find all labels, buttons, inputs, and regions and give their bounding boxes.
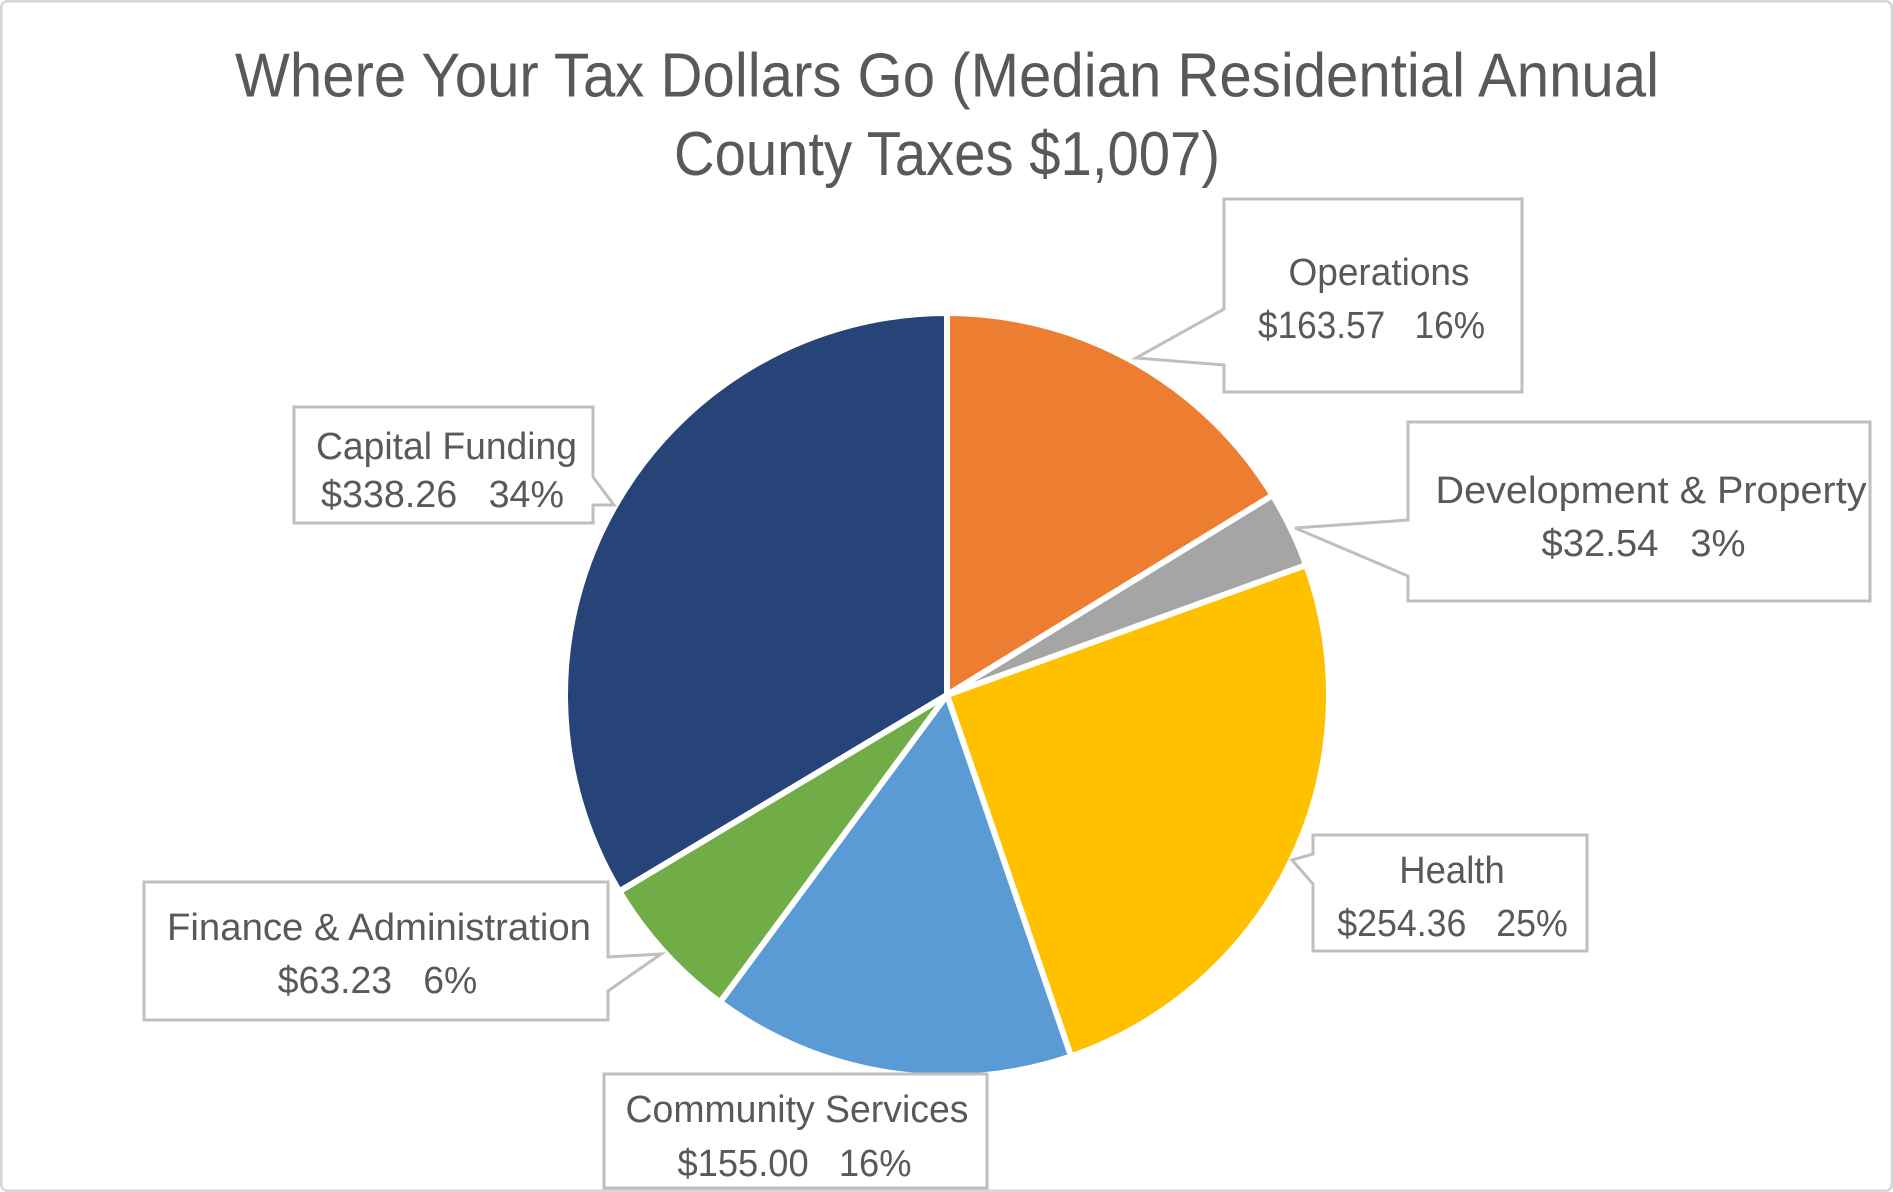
svg-text:$254.36 25%: $254.36 25% <box>1337 903 1568 945</box>
svg-text:$63.23 6%: $63.23 6% <box>278 960 478 1002</box>
svg-text:Capital Funding: Capital Funding <box>316 426 577 468</box>
svg-text:Community Services: Community Services <box>626 1089 969 1131</box>
svg-text:Where Your Tax Dollars Go (Med: Where Your Tax Dollars Go (Median Reside… <box>235 42 1659 111</box>
svg-text:Finance & Administration: Finance & Administration <box>167 907 591 949</box>
svg-text:County Taxes $1,007): County Taxes $1,007) <box>674 120 1220 189</box>
svg-text:Operations: Operations <box>1289 252 1470 294</box>
svg-text:$155.00 16%: $155.00 16% <box>678 1143 912 1185</box>
svg-text:$338.26 34%: $338.26 34% <box>321 474 564 516</box>
svg-text:Development & Property: Development & Property <box>1436 470 1867 512</box>
svg-text:$32.54 3%: $32.54 3% <box>1542 523 1746 565</box>
svg-text:$163.57 16%: $163.57 16% <box>1258 305 1485 347</box>
svg-text:Health: Health <box>1399 850 1505 892</box>
